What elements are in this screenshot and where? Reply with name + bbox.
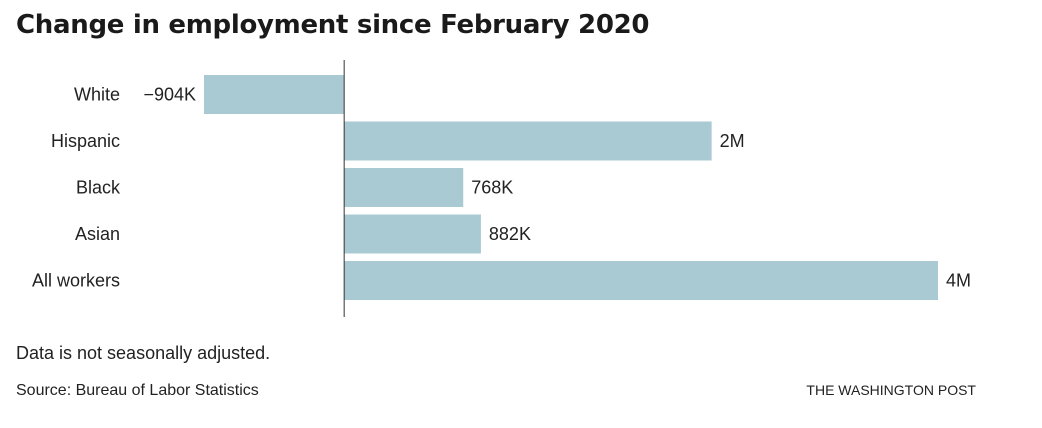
bar-hispanic (344, 121, 712, 161)
category-label-hispanic: Hispanic (51, 131, 120, 151)
value-label-all-workers: 4M (946, 271, 971, 291)
value-label-white: −904K (143, 85, 196, 105)
value-label-black: 768K (471, 178, 513, 198)
value-labels-group: −904K 2M 768K 882K 4M (143, 85, 971, 291)
value-label-hispanic: 2M (720, 131, 745, 151)
category-labels-group: White Hispanic Black Asian All workers (32, 85, 121, 291)
value-label-asian: 882K (489, 224, 531, 244)
chart-title: Change in employment since February 2020 (16, 10, 650, 40)
source-text: Source: Bureau of Labor Statistics (16, 382, 259, 399)
bar-asian (344, 214, 481, 254)
bar-all-workers (344, 261, 938, 300)
bar-chart: White Hispanic Black Asian All workers −904K… (32, 60, 971, 317)
bar-black (344, 168, 464, 207)
category-label-asian: Asian (75, 224, 120, 244)
chart-note: Data is not seasonally adjusted. (16, 343, 271, 363)
credit-text: THE WASHINGTON POST (806, 382, 976, 398)
category-label-black: Black (76, 178, 121, 198)
bars-group (204, 75, 938, 300)
category-label-all-workers: All workers (32, 271, 120, 291)
category-label-white: White (74, 85, 120, 105)
bar-white (204, 75, 345, 114)
